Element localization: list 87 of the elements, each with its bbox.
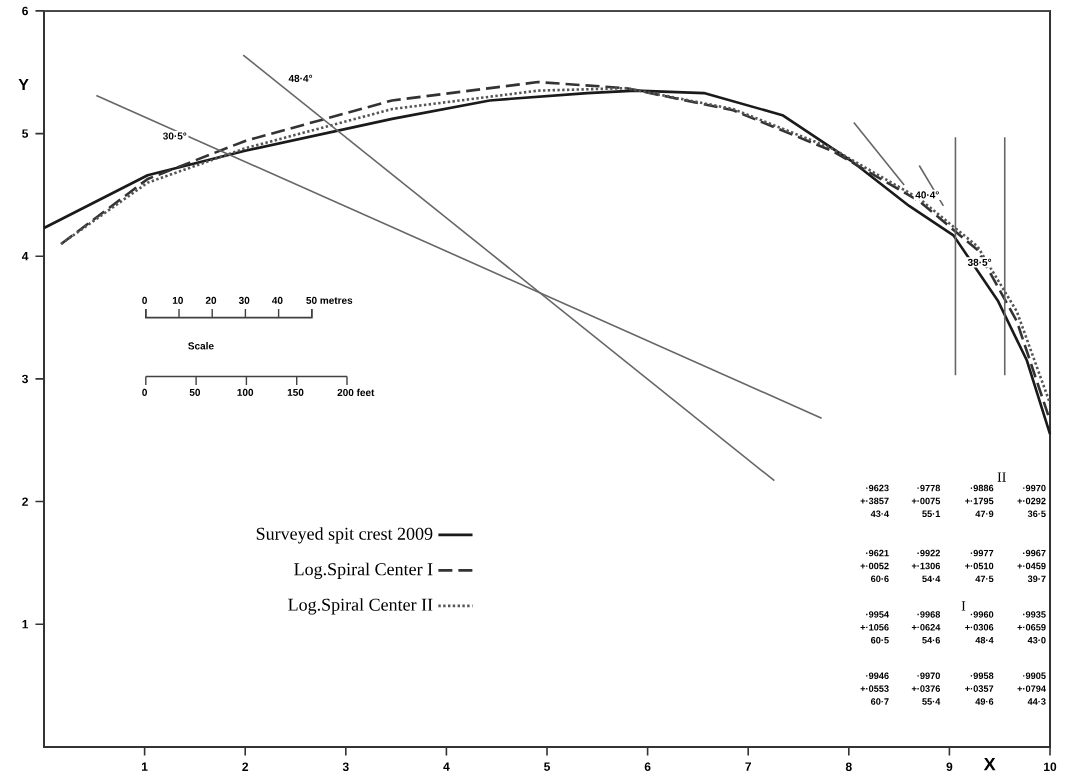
annotation: 60·7 xyxy=(870,698,889,705)
annotation: 48·4° xyxy=(288,74,313,82)
annotation: ·9623 xyxy=(866,484,889,492)
annotation: ·9946 xyxy=(866,672,889,680)
annotation: 43·0 xyxy=(1027,636,1046,644)
legend-label: Log.Spiral Center II xyxy=(288,598,433,615)
annotation: 47·5 xyxy=(975,575,994,583)
annotation: 44·3 xyxy=(1027,698,1046,705)
annotation: +·3857 xyxy=(860,497,889,505)
annotation: ·9967 xyxy=(1023,549,1046,557)
annotation: ·9886 xyxy=(970,484,994,492)
y-tick-label: 1 xyxy=(22,620,29,629)
annotation: 48·4 xyxy=(975,636,994,644)
y-tick-label: 5 xyxy=(22,129,29,138)
x-tick-label: 3 xyxy=(342,762,349,772)
x-axis-title: X xyxy=(983,758,996,771)
annotation: 55·4 xyxy=(922,698,941,705)
annotation: 40 xyxy=(272,296,283,304)
annotation: 60·5 xyxy=(870,636,889,644)
annotation: 54·4 xyxy=(922,575,941,583)
annotation: ·9922 xyxy=(917,549,940,557)
annotation: +·1056 xyxy=(860,624,889,631)
y-axis-title: Y xyxy=(18,79,29,91)
annotation: Scale xyxy=(188,342,214,350)
annotation: +·0794 xyxy=(1017,685,1046,692)
annotation: +·0624 xyxy=(911,624,941,631)
annotation: 150 xyxy=(287,388,304,396)
annotation: 50 metres xyxy=(306,296,353,304)
y-tick-label: 4 xyxy=(21,252,29,261)
annotation: ·9778 xyxy=(917,484,941,492)
legend-label: Log.Spiral Center I xyxy=(294,562,433,580)
annotation: +·0292 xyxy=(1017,497,1046,505)
annotation: ·9968 xyxy=(917,611,941,618)
annotation: +·0052 xyxy=(860,562,889,570)
annotation: 30·5° xyxy=(163,132,187,140)
annotation: 60·6 xyxy=(870,575,889,583)
annotation: 50 xyxy=(189,388,201,396)
annotation: ·9958 xyxy=(970,672,994,680)
x-tick-label: 6 xyxy=(644,762,651,772)
annotation: 55·1 xyxy=(922,510,941,518)
annotation: II xyxy=(997,472,1006,482)
legend-label: Surveyed spit crest 2009 xyxy=(256,527,433,544)
annotation: ·9960 xyxy=(970,611,994,618)
annotation: 47·9 xyxy=(975,510,994,518)
x-tick-label: 7 xyxy=(745,762,752,771)
annotation: 40·4° xyxy=(915,191,939,199)
annotation: 30 xyxy=(238,296,250,305)
annotation: +·0306 xyxy=(965,624,994,631)
annotation: 49·6 xyxy=(975,698,994,705)
x-tick-label: 1 xyxy=(142,762,148,771)
annotation: ·9970 xyxy=(1023,484,1046,492)
x-tick-label: 2 xyxy=(242,762,249,771)
annotation: +·0376 xyxy=(911,685,941,692)
y-tick-label: 3 xyxy=(22,374,28,384)
annotation: 43·4 xyxy=(870,510,889,518)
annotation: +·1306 xyxy=(911,562,941,570)
y-tick-label: 6 xyxy=(22,6,28,16)
annotation: 100 xyxy=(237,388,254,396)
annotation: 200 feet xyxy=(337,388,375,397)
annotation: ·9954 xyxy=(866,611,889,618)
annotation: +·1795 xyxy=(965,497,994,505)
annotation: ·9977 xyxy=(970,549,994,557)
annotation: 36·5 xyxy=(1027,510,1046,518)
annotation: +·0659 xyxy=(1017,624,1046,631)
annotation: 0 xyxy=(142,388,147,396)
annotation: ·9621 xyxy=(866,549,889,557)
annotation: 20 xyxy=(205,296,217,304)
annotation: 54·6 xyxy=(922,636,941,644)
x-tick-label: 5 xyxy=(544,762,551,771)
annotation: 0 xyxy=(142,296,147,304)
annotation: +·0459 xyxy=(1017,562,1046,570)
annotation: ·9905 xyxy=(1023,672,1046,680)
annotation: ·9970 xyxy=(917,672,940,680)
annotation: +·0357 xyxy=(965,685,994,692)
annotation: +·0510 xyxy=(965,562,994,570)
annotation: 39·7 xyxy=(1027,575,1046,583)
x-tick-label: 4 xyxy=(443,762,450,771)
annotation: ·9935 xyxy=(1023,611,1046,618)
annotation: 10 xyxy=(172,296,183,304)
annotation: +·0075 xyxy=(911,497,941,505)
x-tick-label: 9 xyxy=(946,762,953,772)
y-tick-label: 2 xyxy=(22,497,28,506)
x-tick-label: 8 xyxy=(845,762,852,772)
annotation: +·0553 xyxy=(860,685,889,692)
annotation: I xyxy=(961,601,966,611)
annotation: 38·5° xyxy=(967,258,992,266)
x-tick-label: 10 xyxy=(1044,762,1057,772)
